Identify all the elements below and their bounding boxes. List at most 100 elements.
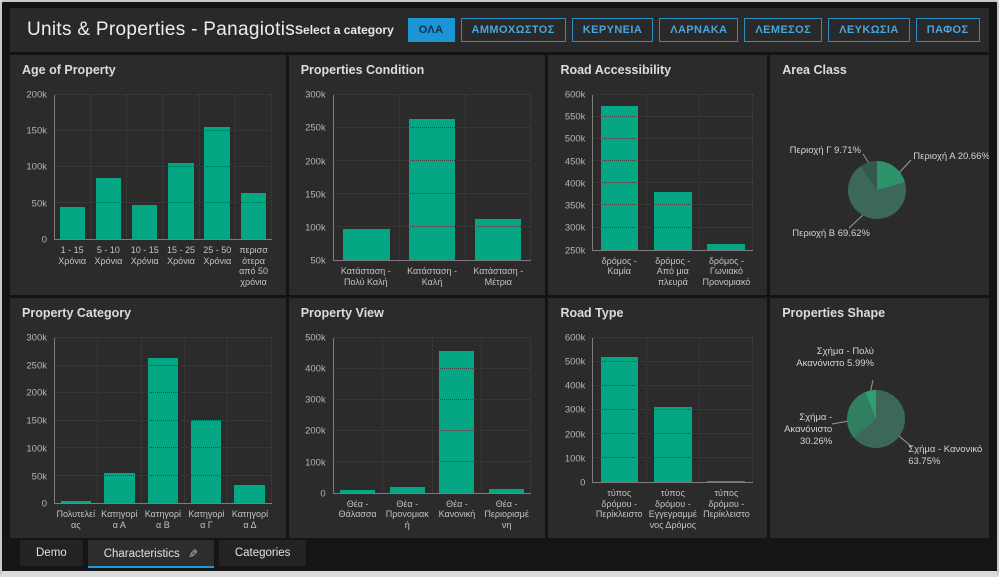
x-tick-label: Κατηγορία Β [144, 509, 181, 531]
x-tick-label: δρόμος - Από μια πλευρά [655, 255, 691, 288]
category-button-ola[interactable]: ΟΛΑ [407, 18, 455, 42]
pie-chart-properties-shape: Σχήμα - Πολύ Ακανόνιστο 5.99% Σχήμα - Ακ… [770, 324, 989, 538]
gridline [593, 456, 754, 458]
gridline [593, 182, 754, 184]
bar[interactable] [707, 480, 745, 482]
panel-area-class: Area Class Περιοχή Γ 9.71% Περιοχή Α 20.… [770, 55, 989, 295]
bar[interactable] [240, 192, 266, 239]
x-axis-labels: 1 - 15 Χρόνια 5 - 10 Χρόνια 10 - 15 Χρόνια… [54, 240, 272, 295]
panel-title: Properties Shape [782, 306, 886, 320]
y-axis-labels: 250k 300k 350k 400k 450k 500k 550k 600k [548, 90, 592, 257]
bar-slot [647, 95, 700, 250]
tab-demo[interactable]: Demo [20, 540, 83, 566]
bar[interactable] [600, 357, 639, 482]
panel-title: Properties Condition [300, 63, 425, 77]
bar[interactable] [59, 207, 86, 239]
bar-slot [334, 95, 400, 261]
pie[interactable] [847, 390, 906, 448]
y-axis-labels: 0 100k 200k 300k 400k 500k 600k [548, 333, 592, 489]
y-axis-labels: 50k 100k 150k 200k 250k 300k [289, 90, 333, 267]
panel-title: Property View [300, 306, 384, 320]
panel-title: Area Class [782, 63, 847, 77]
gridline [55, 337, 272, 338]
bar[interactable] [132, 205, 158, 239]
bar[interactable] [408, 119, 456, 261]
y-tick-label: 200k [305, 156, 326, 168]
bar[interactable] [654, 406, 692, 482]
category-button-leykosia[interactable]: ΛΕΥΚΩΣΙΑ [828, 18, 910, 42]
gridline [55, 201, 272, 203]
y-tick-label: 0 [320, 488, 326, 500]
bar[interactable] [96, 178, 122, 239]
x-axis-labels: Κατάσταση - Πολύ Καλή Κατάσταση - Καλή Κατ… [333, 261, 532, 295]
x-tick-label: δρόμος - Καμία [601, 255, 637, 277]
pie-label-perioxi-a: Περιοχή Α 20.66% [913, 151, 989, 162]
x-axis-labels: τύπος δρόμου - Περίκλειστο τύπος δρόμου -… [592, 483, 753, 538]
x-tick-label: Κατηγορία Α [101, 509, 138, 531]
gridline [593, 138, 754, 140]
chart-grid: Age of Property 0 50k 100k 150k 200k 1 - 15 … [10, 55, 989, 538]
y-tick-label: 550k [564, 111, 586, 123]
pie[interactable] [848, 161, 907, 219]
y-tick-label: 100k [26, 443, 47, 455]
bar[interactable] [340, 490, 376, 493]
bar[interactable] [204, 127, 230, 239]
gridline [333, 160, 532, 162]
bar[interactable] [168, 163, 194, 239]
bar[interactable] [104, 473, 135, 504]
gridline [333, 460, 532, 462]
bar[interactable] [389, 487, 425, 493]
bar[interactable] [439, 351, 475, 493]
category-button-ammochostos[interactable]: ΑΜΜΟΧΩΣΤΟΣ [460, 18, 566, 42]
category-button-keryneia[interactable]: ΚΕΡΥΝΕΙΑ [571, 18, 654, 42]
bar[interactable] [60, 501, 92, 504]
plot-area [332, 337, 532, 494]
gridline [333, 398, 532, 400]
panel-properties-condition: Properties Condition 50k 100k 150k 200k 250k… [288, 55, 546, 295]
tab-categories[interactable]: Categories [218, 540, 307, 566]
gridline [333, 429, 532, 431]
x-tick-label: τύπος δρόμου - Περίκλειστο [595, 487, 643, 520]
bar[interactable] [234, 485, 265, 504]
x-axis-labels: Θέα - Θάλασσα Θέα - Προνομιακή Θέα - Κανον… [333, 494, 532, 538]
y-tick-label: 150k [26, 125, 47, 137]
bar-slot [55, 338, 99, 504]
category-button-larnaka[interactable]: ΛΑΡΝΑΚΑ [659, 18, 739, 42]
bar[interactable] [488, 488, 524, 493]
y-tick-label: 50k [31, 198, 47, 210]
bar-slot [55, 95, 92, 239]
y-tick-label: 200k [305, 425, 326, 437]
bar-slot [700, 95, 754, 250]
bar-slot [236, 95, 272, 239]
category-button-lemesos[interactable]: ΛΕΜΕΣΟΣ [744, 18, 823, 42]
gridline [593, 360, 754, 362]
pie-label-sxima-poly-akanonisto: Σχήμα - Πολύ Ακανόνιστο 5.99% [796, 346, 874, 369]
category-button-pafos[interactable]: ΠΑΦΟΣ [915, 18, 980, 42]
y-tick-label: 500k [305, 332, 326, 344]
x-tick-label: Κατηγορία Γ [188, 509, 225, 531]
y-tick-label: 300k [564, 222, 586, 234]
bar[interactable] [190, 420, 222, 504]
panel-road-type: Road Type 0 100k 200k 300k 400k 500k 600k τύπο… [548, 298, 768, 538]
category-selector-label: Select a category [295, 23, 394, 37]
bar[interactable] [474, 219, 522, 261]
gridline [593, 116, 754, 118]
bar[interactable] [654, 192, 692, 250]
gridline [55, 129, 272, 131]
bar[interactable] [707, 244, 745, 250]
gridline [593, 384, 754, 386]
bar-chart-age-of-property: 0 50k 100k 150k 200k [10, 81, 286, 245]
plot-area [332, 94, 532, 262]
bar[interactable] [342, 229, 390, 261]
gridline [593, 226, 754, 228]
bar[interactable] [147, 358, 179, 504]
bar[interactable] [600, 106, 639, 250]
x-tick-label: Θέα - Θάλασσα [338, 498, 377, 520]
tab-characteristics[interactable]: Characteristics ✎ [87, 540, 214, 568]
bar-slot [400, 95, 466, 261]
panel-age-of-property: Age of Property 0 50k 100k 150k 200k 1 - 15 … [10, 55, 286, 295]
y-axis-labels: 0 50k 100k 150k 200k 250k 300k [10, 333, 54, 510]
y-tick-label: 0 [41, 234, 47, 246]
bar-slot [383, 338, 433, 493]
